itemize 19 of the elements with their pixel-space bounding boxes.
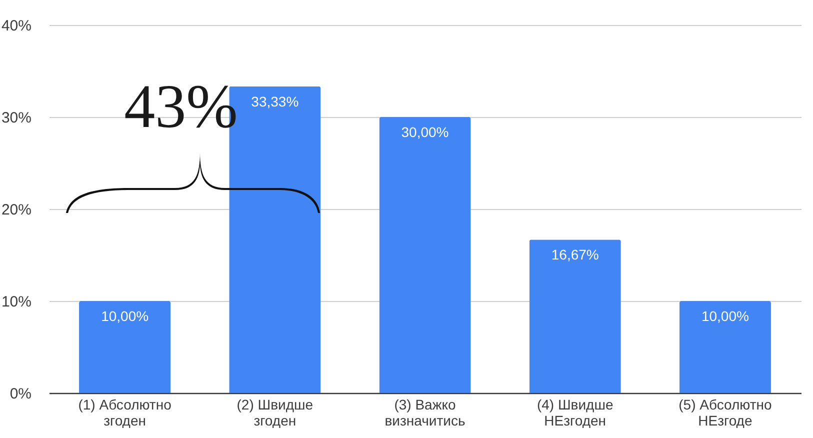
y-tick-label: 40% bbox=[1, 18, 32, 34]
y-tick-label: 10% bbox=[1, 294, 32, 310]
bar bbox=[679, 301, 771, 393]
x-tick-label: (2) Швидше згоден bbox=[236, 396, 314, 428]
data-label: 33,33% bbox=[251, 93, 299, 110]
x-tick-label: (4) Швидше НЕзгоден bbox=[536, 396, 614, 428]
y-tick-label: 30% bbox=[1, 110, 32, 126]
x-tick-label: (1) Абсолютно згоден bbox=[78, 396, 172, 428]
y-tick-label: 0% bbox=[10, 386, 32, 402]
data-label: 30,00% bbox=[401, 124, 449, 140]
data-label: 10,00% bbox=[101, 308, 149, 324]
data-label: 10,00% bbox=[701, 308, 749, 324]
bar bbox=[529, 240, 621, 393]
x-tick-label: (3) Важко визначитись bbox=[384, 396, 466, 428]
data-label: 16,67% bbox=[551, 246, 599, 263]
bar bbox=[379, 117, 471, 393]
bar bbox=[79, 301, 171, 393]
y-tick-label: 20% bbox=[1, 202, 32, 218]
x-tick-label: (5) Абсолютно НЕзгоде bbox=[678, 396, 772, 428]
